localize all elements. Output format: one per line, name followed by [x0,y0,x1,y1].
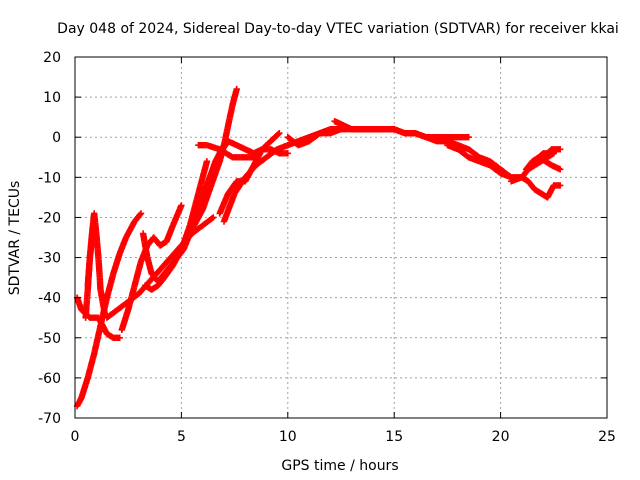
data-point [465,134,472,141]
x-tick-label: 15 [385,429,403,445]
series-track-m [220,126,526,225]
y-tick-label: -10 [38,170,61,186]
y-tick-label: -60 [38,371,61,387]
data-point [101,310,108,317]
series-track-p [391,126,472,141]
x-tick-label: 10 [279,429,297,445]
data-point [275,131,282,138]
data-point [557,182,564,189]
series-track-r [508,150,557,185]
data-point [276,130,283,137]
data-point [91,226,98,233]
y-tick-label: 0 [52,130,61,146]
series-track-d [82,226,98,321]
data-point [178,202,185,209]
x-axis-label: GPS time / hours [281,458,398,474]
series-track-o [331,118,398,133]
series-track-e [103,214,217,321]
y-tick-label: -50 [38,331,61,347]
y-tick-label: -40 [38,291,61,307]
data-point [557,146,564,153]
chart-title: Day 048 of 2024, Sidereal Day-to-day VTE… [57,21,619,37]
plot-frame [74,56,608,419]
axis-ticks [74,56,608,419]
y-tick-label: -30 [38,251,61,267]
y-tick-label: -20 [38,210,61,226]
data-points [73,85,564,410]
series-track-n [284,126,345,149]
data-point [203,158,211,165]
x-tick-label: 25 [598,429,616,445]
data-point [208,215,216,222]
data-point [137,210,145,217]
data-point [284,150,291,157]
data-point [210,214,217,221]
y-tick-label: 10 [43,90,61,106]
series-track-t [522,154,564,173]
data-point [136,211,144,218]
series-track-u [535,146,564,161]
y-tick-label: -70 [38,411,61,427]
tick-labels: 0 5 10 15 20 25 -70 -60 -50 -40 -30 -20 -10 0 10 20 [38,50,616,445]
data-point [116,334,123,341]
data-point [233,85,240,93]
x-tick-label: 20 [492,429,510,445]
x-tick-label: 5 [177,429,186,445]
series-track-s [518,174,564,201]
series-track-q [444,142,515,181]
y-tick-label: 20 [43,50,61,66]
data-point [557,166,564,173]
grid [75,57,607,418]
y-axis-label: SDTVAR / TECUs [7,181,23,296]
x-tick-label: 0 [71,429,80,445]
series-track-j [191,138,291,225]
